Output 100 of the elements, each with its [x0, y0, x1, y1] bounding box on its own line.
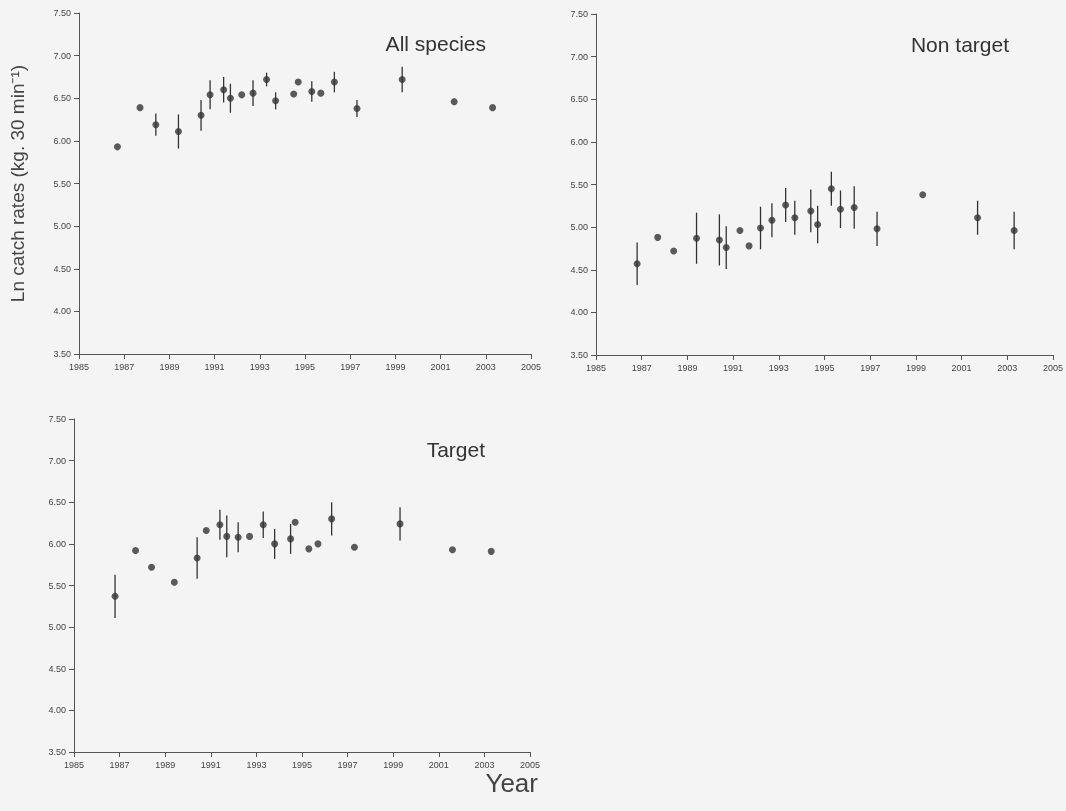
- point: [919, 191, 927, 199]
- x-tick-label: 1991: [200, 759, 221, 770]
- point: [272, 97, 280, 105]
- point: [791, 214, 799, 222]
- point: [308, 87, 316, 95]
- y-tick-label: 5.00: [570, 222, 588, 233]
- x-tick-label: 1985: [63, 759, 85, 770]
- y-tick-label: 6.50: [570, 94, 588, 105]
- text: All species: [385, 32, 487, 55]
- y-tick-label: 7.00: [48, 455, 66, 466]
- point: [745, 242, 753, 250]
- point: [238, 91, 246, 99]
- y-tick-label: 4.50: [570, 264, 588, 275]
- point: [290, 90, 298, 98]
- point: [837, 205, 844, 213]
- x-tick-label: 2003: [474, 759, 495, 770]
- x-tick-label: 1993: [768, 362, 789, 373]
- x-tick-label: 1993: [249, 361, 270, 372]
- point: [317, 89, 325, 97]
- point: [827, 185, 835, 193]
- point: [202, 527, 210, 535]
- y-tick-label: 6.50: [53, 93, 71, 104]
- point: [291, 518, 299, 526]
- x-tick-label: 1999: [385, 361, 406, 372]
- point: [287, 535, 295, 543]
- x-tick-label: 1991: [723, 362, 744, 373]
- point: [693, 234, 701, 242]
- y-axis-title: Ln catch rates (kg. 30 min⁻¹): [7, 64, 28, 303]
- x-tick-label: 1999: [905, 362, 926, 373]
- point: [132, 547, 140, 555]
- point: [1010, 227, 1018, 235]
- point: [234, 533, 242, 541]
- text: Target: [426, 438, 486, 461]
- point: [170, 578, 178, 586]
- point: [263, 76, 271, 83]
- y-tick-label: 7.00: [53, 50, 71, 61]
- point: [152, 121, 160, 129]
- y-tick-label: 5.00: [48, 622, 66, 633]
- y-tick-label: 6.00: [570, 136, 588, 147]
- point: [736, 227, 744, 235]
- y-tick-label: 3.50: [53, 349, 71, 359]
- point: [850, 204, 858, 212]
- x-tick-label: 1997: [860, 362, 881, 373]
- x-tick-label: 1989: [155, 759, 176, 770]
- x-tick-label: 1989: [677, 362, 698, 373]
- point: [271, 540, 279, 548]
- y-tick-label: 7.50: [570, 9, 588, 19]
- point: [350, 543, 358, 551]
- y-tick-label: 4.00: [53, 306, 71, 317]
- point: [328, 515, 336, 523]
- point: [487, 547, 495, 555]
- x-tick-label: 2005: [1042, 362, 1063, 373]
- point: [670, 247, 678, 255]
- x-tick-label: 2001: [951, 362, 972, 373]
- y-tick-label: 5.00: [53, 221, 71, 232]
- x-tick-label: 1995: [814, 362, 835, 373]
- point: [814, 221, 822, 229]
- x-tick-label: 2003: [475, 361, 496, 372]
- x-tick-label: 1989: [159, 361, 180, 372]
- y-tick-label: 4.00: [48, 705, 66, 716]
- x-tick-label: 1997: [340, 361, 361, 372]
- point: [448, 546, 456, 554]
- x-axis-title: Year: [485, 768, 539, 798]
- point: [489, 104, 497, 112]
- point: [246, 532, 254, 540]
- x-tick-label: 2005: [520, 361, 542, 372]
- x-tick-label: 1985: [68, 361, 90, 372]
- point: [722, 244, 730, 252]
- y-tick-label: 5.50: [570, 179, 588, 190]
- point: [633, 260, 641, 268]
- x-tick-label: 1995: [294, 361, 316, 372]
- x-tick-label: 2001: [430, 361, 451, 372]
- x-tick-label: 1993: [246, 759, 267, 770]
- y-tick-label: 4.50: [53, 263, 71, 274]
- x-tick-label: 1997: [337, 759, 358, 770]
- x-tick-label: 2003: [997, 362, 1018, 373]
- y-tick-label: 5.50: [53, 178, 71, 189]
- point: [223, 532, 231, 540]
- point: [873, 225, 881, 233]
- x-tick-label: 2001: [428, 759, 449, 770]
- point: [330, 78, 338, 86]
- y-tick-label: 3.50: [48, 747, 66, 757]
- point: [974, 214, 982, 222]
- x-tick-label: 2005: [519, 759, 541, 770]
- y-tick-label: 3.50: [570, 350, 588, 360]
- point: [113, 143, 121, 151]
- point: [768, 216, 776, 224]
- point: [148, 563, 156, 571]
- x-tick-label: 1999: [383, 759, 404, 770]
- x-tick-label: 1991: [204, 361, 225, 372]
- point: [136, 104, 144, 112]
- point: [807, 207, 815, 215]
- x-tick-label: 1987: [109, 759, 130, 770]
- y-tick-label: 4.50: [48, 663, 66, 674]
- point: [782, 201, 790, 209]
- point: [305, 545, 313, 553]
- point: [715, 236, 723, 244]
- point: [111, 592, 119, 600]
- point: [226, 94, 234, 102]
- point: [259, 521, 267, 529]
